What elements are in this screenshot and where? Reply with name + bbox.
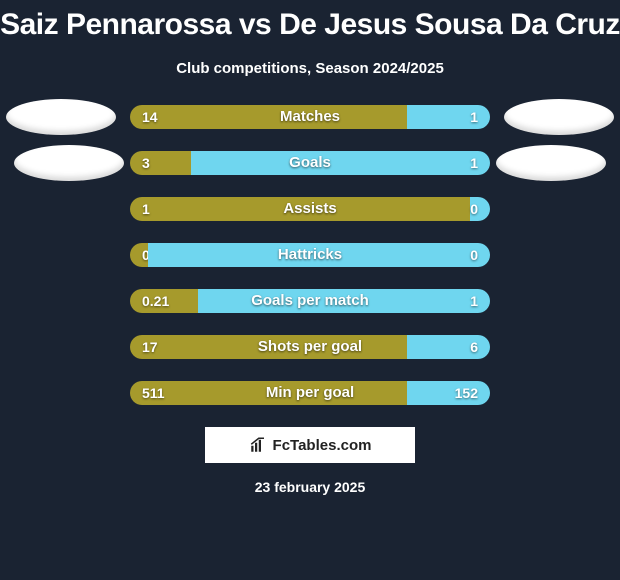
right-value: 6 [407,335,490,359]
right-value: 0 [148,243,490,267]
comparison-chart: 141Matches 31Goals 10Assists 00Hattricks 0.2… [0,105,620,405]
right-value: 152 [407,381,490,405]
attribution-text: FcTables.com [273,437,372,454]
left-value: 0.21 [130,289,198,313]
stat-row: 00Hattricks [0,243,620,267]
stat-row: 31Goals [0,151,620,175]
left-value: 14 [130,105,407,129]
left-value: 3 [130,151,191,175]
stat-row: 511152Min per goal [0,381,620,405]
left-value: 1 [130,197,470,221]
stat-bar: 00Hattricks [130,243,490,267]
subtitle: Club competitions, Season 2024/2025 [0,60,620,77]
stat-bar: 511152Min per goal [130,381,490,405]
attribution-badge: FcTables.com [205,427,415,463]
stat-bar: 0.211Goals per match [130,289,490,313]
right-value: 0 [470,197,490,221]
chart-icon [249,436,267,454]
left-value: 511 [130,381,407,405]
right-value: 1 [191,151,490,175]
left-value: 0 [130,243,148,267]
stat-row: 176Shots per goal [0,335,620,359]
right-value: 1 [198,289,490,313]
stat-bar: 176Shots per goal [130,335,490,359]
right-value: 1 [407,105,490,129]
stat-bar: 31Goals [130,151,490,175]
page-title: Saiz Pennarossa vs De Jesus Sousa Da Cru… [0,0,620,42]
stat-row: 0.211Goals per match [0,289,620,313]
stat-row: 141Matches [0,105,620,129]
stat-bar: 10Assists [130,197,490,221]
date-label: 23 february 2025 [0,479,620,495]
stat-bar: 141Matches [130,105,490,129]
left-value: 17 [130,335,407,359]
stat-row: 10Assists [0,197,620,221]
